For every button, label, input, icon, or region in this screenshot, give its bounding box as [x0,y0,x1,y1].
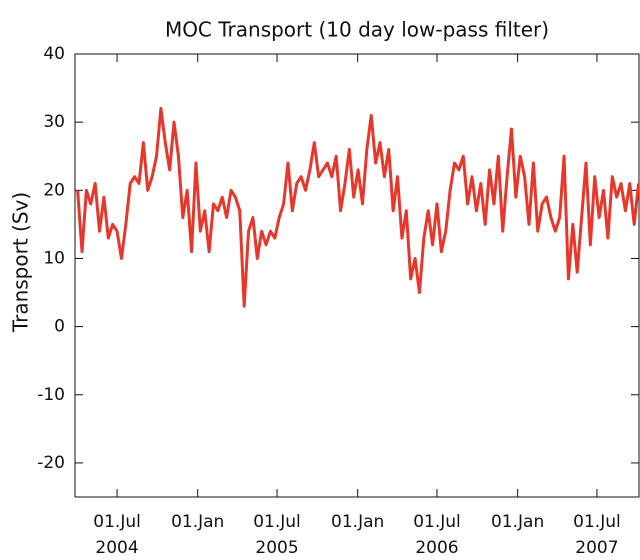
x-tick-label: 01.Jan [171,512,224,532]
x-tick-label: 01.Jan [491,512,544,532]
y-tick-label: 40 [43,44,65,64]
chart-title: MOC Transport (10 day low-pass filter) [165,18,549,42]
x-tick-year: 2007 [575,538,618,558]
x-tick-label: 01.Jul [413,512,461,532]
x-tick-year: 2004 [95,538,138,558]
y-tick-label: -20 [37,453,65,473]
y-axis-label: Transport (Sv) [9,192,33,333]
y-tick-label: 20 [43,180,65,200]
plot-frame [74,53,640,498]
x-tick-year: 2006 [415,538,458,558]
x-tick-label: 01.Jul [253,512,301,532]
y-tick-label: 0 [54,317,65,337]
x-tick-label: 01.Jul [573,512,621,532]
y-tick-label: 30 [43,112,65,132]
x-tick-label: 01.Jul [93,512,141,532]
x-tick-label: 01.Jan [331,512,384,532]
data-line [76,107,639,308]
x-tick-year: 2005 [255,538,298,558]
y-tick-label: 10 [43,248,65,268]
y-tick-label: -10 [37,385,65,405]
